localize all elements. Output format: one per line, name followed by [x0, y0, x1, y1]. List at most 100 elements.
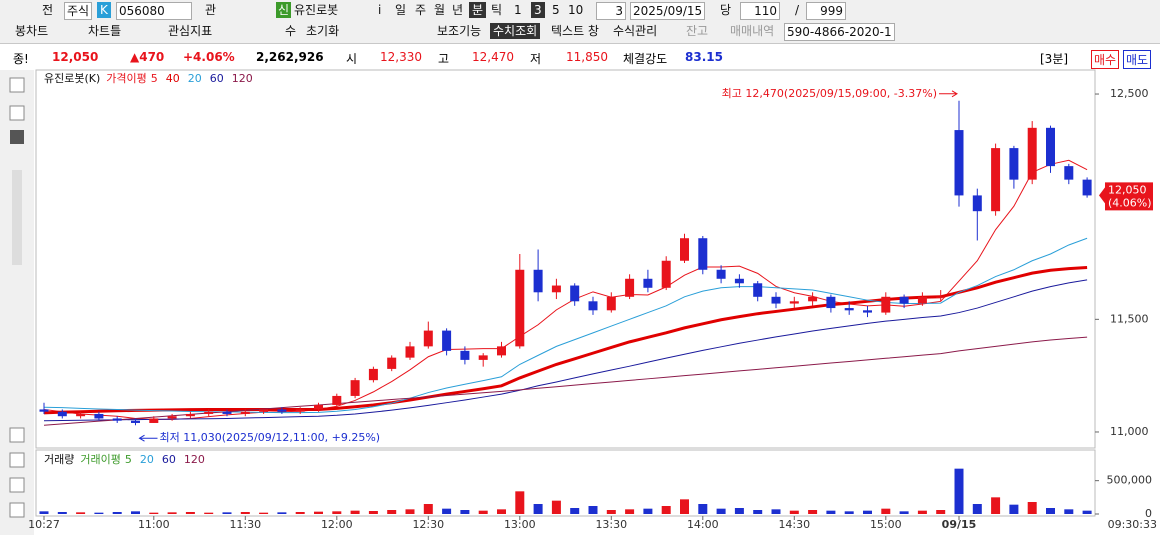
label: 체결강도: [623, 52, 668, 66]
candle-body: [423, 330, 433, 347]
scrollbar[interactable]: [12, 170, 22, 265]
volume-bar: [131, 511, 140, 514]
button[interactable]: 수: [285, 24, 297, 38]
low-price: 11,850: [566, 50, 608, 64]
volume-bar: [314, 511, 323, 514]
volume-bar: [881, 508, 891, 514]
period-button[interactable]: 월: [434, 3, 446, 17]
sidebar-button[interactable]: [9, 452, 25, 468]
legend-entry: 40: [166, 72, 180, 85]
button[interactable]: 관: [205, 3, 217, 17]
x-tick-label: 13:30: [595, 518, 627, 531]
x-tick-label: 12:30: [412, 518, 444, 531]
interval-button[interactable]: 1: [514, 3, 522, 17]
volume-bar: [57, 512, 67, 514]
candle-body: [734, 278, 744, 284]
change-rate: +4.06%: [183, 50, 235, 64]
volume-bar: [954, 468, 964, 514]
sidebar-button[interactable]: [10, 130, 24, 144]
checkbox-label[interactable]: 잔고: [686, 24, 709, 38]
candle-body: [295, 409, 305, 412]
high-arrow: [939, 90, 958, 98]
period-button[interactable]: 분: [469, 2, 487, 18]
volume-bar: [277, 512, 287, 514]
volume-bar: [844, 511, 854, 514]
volume-bar: [332, 511, 342, 514]
candle-body: [167, 416, 177, 419]
open-price: 12,330: [380, 50, 422, 64]
max-input[interactable]: 999: [806, 2, 846, 20]
candle-body: [149, 418, 159, 423]
ma-line: [43, 266, 1088, 415]
x-tick-label: 10:27: [28, 518, 60, 531]
x-tick-label: 14:30: [778, 518, 810, 531]
legend-entry: 20: [188, 72, 202, 85]
sidebar-button[interactable]: [9, 477, 25, 493]
stock-name: 유진로봇: [294, 3, 339, 17]
button[interactable]: 당: [720, 3, 732, 17]
volume-bar: [716, 508, 726, 514]
candle-body: [515, 269, 525, 347]
period-button[interactable]: 일: [395, 3, 407, 17]
button[interactable]: 봉차트: [15, 24, 49, 38]
buy-button[interactable]: 매수: [1091, 50, 1120, 69]
interval-button[interactable]: 5: [552, 3, 560, 17]
candle-body: [277, 409, 287, 412]
code-input[interactable]: 056080: [116, 2, 192, 20]
candle-body: [259, 409, 269, 412]
y-tick-label: 0: [1145, 507, 1152, 520]
sidebar-button[interactable]: [9, 502, 25, 518]
candle-body: [863, 310, 872, 313]
market-select[interactable]: 주식: [64, 2, 93, 20]
count-input[interactable]: 110: [740, 2, 780, 20]
button[interactable]: 차트틀: [88, 24, 122, 38]
candle-body: [240, 411, 250, 414]
button[interactable]: 보조기능: [437, 24, 482, 38]
candle-body: [643, 278, 653, 288]
candle-body: [1082, 179, 1092, 196]
interval-input[interactable]: 3: [596, 2, 626, 20]
sell-button[interactable]: 매도: [1123, 50, 1152, 69]
volume-bar: [185, 512, 195, 514]
period-button[interactable]: 주: [415, 3, 427, 17]
interval-button[interactable]: 10: [568, 3, 584, 17]
button[interactable]: 수식관리: [613, 24, 658, 38]
volume-bar: [533, 504, 543, 514]
candle-body: [533, 269, 543, 293]
sidebar-button[interactable]: [9, 427, 25, 443]
button[interactable]: 수치조회: [490, 23, 541, 39]
candle-body: [698, 238, 708, 270]
candle-body: [112, 418, 122, 421]
sidebar-button[interactable]: [9, 105, 25, 121]
volume-bar: [863, 510, 872, 514]
volume-bar: [606, 510, 616, 514]
button[interactable]: 전: [42, 3, 54, 17]
x-tick-label: 11:30: [229, 518, 261, 531]
volume-bar: [551, 500, 561, 514]
interval-button[interactable]: 3: [531, 2, 545, 18]
candle-body: [771, 296, 781, 304]
button[interactable]: 텍스트 창: [551, 24, 599, 38]
date-input[interactable]: 2025/09/15: [630, 2, 706, 20]
sidebar-button[interactable]: [9, 77, 25, 93]
volume-bar: [1046, 508, 1055, 514]
period-button[interactable]: 틱: [491, 3, 503, 17]
candle-body: [460, 350, 470, 360]
button[interactable]: 초기화: [306, 24, 340, 38]
account-select[interactable]: 590-4866-2020-1: [784, 23, 895, 41]
volume-bar: [570, 508, 580, 514]
volume-bar: [405, 509, 415, 514]
button[interactable]: 관심지표: [168, 24, 213, 38]
candle-body: [753, 283, 763, 297]
candle-body: [350, 380, 360, 396]
strength: 83.15: [685, 50, 723, 64]
button[interactable]: i: [378, 3, 382, 17]
checkbox-label[interactable]: 매매내역: [730, 24, 775, 38]
candle-body: [368, 368, 378, 381]
price: 12,050: [52, 50, 99, 64]
low-arrow: [138, 434, 158, 442]
volume-bar: [350, 510, 360, 514]
volume-bar: [789, 510, 799, 514]
period-button[interactable]: 년: [452, 3, 464, 17]
